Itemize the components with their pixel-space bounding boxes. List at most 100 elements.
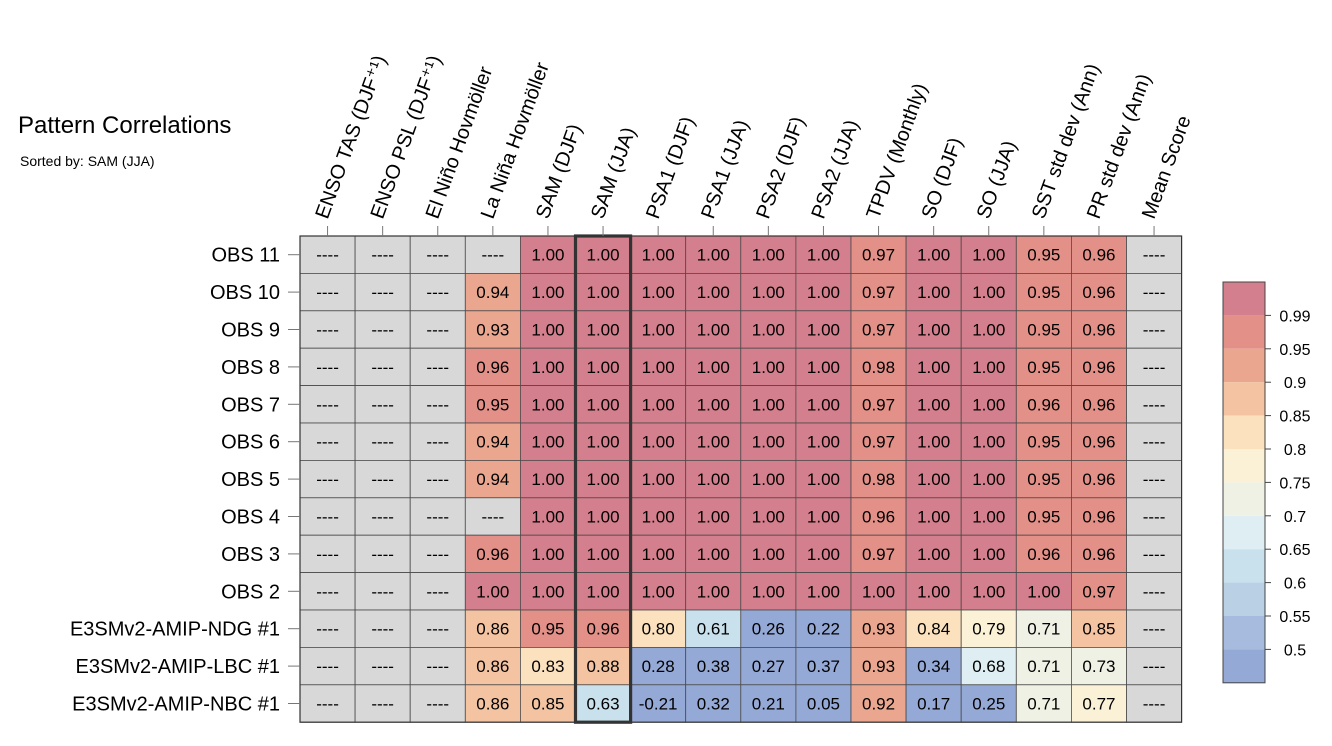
- cell-value-label: ----: [1143, 508, 1166, 527]
- cell-value-label: ----: [316, 508, 339, 527]
- heatmap-cell: [409, 459, 466, 499]
- row-label: E3SMv2-AMIP-LBC #1: [75, 656, 280, 678]
- heatmap-cell: [795, 609, 852, 648]
- cell-value-label: 0.86: [476, 695, 509, 714]
- cell-value-label: ----: [1143, 470, 1166, 489]
- cell-value-label: 0.80: [642, 620, 675, 639]
- colorbar-segment: [1223, 315, 1265, 349]
- cell-value-label: 1.00: [807, 582, 840, 601]
- column-label: SO (DJF): [918, 135, 968, 222]
- cell-value-label: ----: [426, 695, 449, 714]
- cell-value-label: 1.00: [807, 358, 840, 377]
- colorbar-segment: [1223, 649, 1265, 683]
- heatmap-cell: [685, 422, 742, 461]
- heatmap-cell: [630, 684, 687, 723]
- heatmap-cell: [354, 310, 411, 349]
- heatmap-cell: [354, 272, 411, 312]
- row-label: OBS 7: [221, 394, 280, 416]
- cell-value-label: 0.77: [1082, 695, 1115, 714]
- cell-value-label: 0.94: [476, 283, 509, 302]
- heatmap-cell: [1126, 235, 1182, 274]
- cell-value-label: 1.00: [862, 582, 895, 601]
- cell-value-label: ----: [371, 545, 394, 564]
- cell-value-label: ----: [316, 545, 339, 564]
- cell-value-label: ----: [482, 508, 505, 527]
- cell-value-label: 1.00: [752, 321, 785, 340]
- column-label: TPDV (Monthly): [863, 81, 932, 222]
- cell-value-label: ----: [316, 395, 339, 414]
- cell-value-label: ----: [371, 620, 394, 639]
- cell-value-label: 0.97: [862, 433, 895, 452]
- heatmap-cell: [1071, 422, 1127, 461]
- cell-value-label: 1.00: [972, 433, 1005, 452]
- cell-value-label: ----: [316, 695, 339, 714]
- cell-value-label: 1.00: [642, 321, 675, 340]
- cell-value-label: 1.00: [917, 358, 950, 377]
- cell-value-label: ----: [1143, 283, 1166, 302]
- heatmap-cell: [409, 534, 466, 574]
- heatmap-cell: [1071, 609, 1127, 648]
- cell-value-label: 1.00: [587, 470, 620, 489]
- row-label: OBS 8: [221, 357, 280, 379]
- heatmap-cell: [1071, 310, 1127, 349]
- cell-value-label: ----: [316, 657, 339, 676]
- cell-value-label: ----: [426, 283, 449, 302]
- heatmap-cell: [409, 572, 466, 611]
- heatmap-cell: [740, 459, 797, 499]
- cell-value-label: ----: [1143, 695, 1166, 714]
- heatmap-cell: [960, 272, 1017, 312]
- cell-value-label: 1.00: [697, 358, 730, 377]
- cell-value-label: 1.00: [697, 283, 730, 302]
- heatmap-cell: [795, 235, 852, 274]
- colorbar-segment: [1223, 449, 1265, 483]
- cell-value-label: 0.25: [972, 695, 1005, 714]
- heatmap-cell: [354, 684, 411, 723]
- heatmap-cell: [520, 385, 576, 424]
- heatmap-cell: [520, 534, 576, 574]
- cell-value-label: 1.00: [807, 545, 840, 564]
- heatmap-cell: [520, 310, 576, 349]
- heatmap-cell: [795, 684, 852, 723]
- cell-value-label: 1.00: [587, 358, 620, 377]
- cell-value-label: 0.95: [531, 620, 564, 639]
- heatmap-cell: [409, 272, 466, 312]
- cell-value-label: 0.97: [862, 395, 895, 414]
- row-label: OBS 5: [221, 469, 280, 491]
- heatmap-cell: [740, 272, 797, 312]
- cell-value-label: 0.88: [587, 657, 620, 676]
- cell-value-label: ----: [426, 545, 449, 564]
- cell-value-label: ----: [1143, 395, 1166, 414]
- cell-value-label: 1.00: [807, 508, 840, 527]
- colorbar-tick-label: 0.99: [1279, 308, 1310, 325]
- chart-subtitle: Sorted by: SAM (JJA): [20, 153, 155, 169]
- cell-value-label: 1.00: [697, 433, 730, 452]
- cell-value-label: 0.96: [1082, 395, 1115, 414]
- cell-value-label: 1.00: [531, 246, 564, 265]
- heatmap-cell: [905, 572, 962, 611]
- heatmap-cell: [1071, 385, 1127, 424]
- heatmap-cell: [1126, 684, 1182, 723]
- heatmap-cell: [795, 385, 852, 424]
- cell-value-label: 0.95: [1027, 470, 1060, 489]
- heatmap-cell: [740, 347, 797, 387]
- cell-value-label: ----: [371, 283, 394, 302]
- cell-value-label: ----: [1143, 657, 1166, 676]
- cell-value-label: 1.00: [917, 395, 950, 414]
- cell-value-label: 0.86: [476, 620, 509, 639]
- heatmap-cell: [575, 422, 631, 461]
- cell-value-label: 1.00: [917, 470, 950, 489]
- cell-value-label: 0.96: [1082, 321, 1115, 340]
- heatmap-cell: [575, 347, 631, 387]
- cell-value-label: ----: [426, 470, 449, 489]
- cell-value-label: 1.00: [697, 470, 730, 489]
- cell-value-label: 1.00: [917, 433, 950, 452]
- heatmap-cell: [685, 459, 742, 499]
- cell-value-label: 1.00: [531, 470, 564, 489]
- cell-value-label: 1.00: [697, 508, 730, 527]
- colorbar-tick-label: 0.7: [1284, 509, 1306, 526]
- colorbar-segment: [1223, 482, 1265, 516]
- cell-value-label: 1.00: [531, 395, 564, 414]
- heatmap-cell: [960, 534, 1017, 574]
- heatmap-cell: [464, 609, 521, 648]
- cell-value-label: 0.96: [587, 620, 620, 639]
